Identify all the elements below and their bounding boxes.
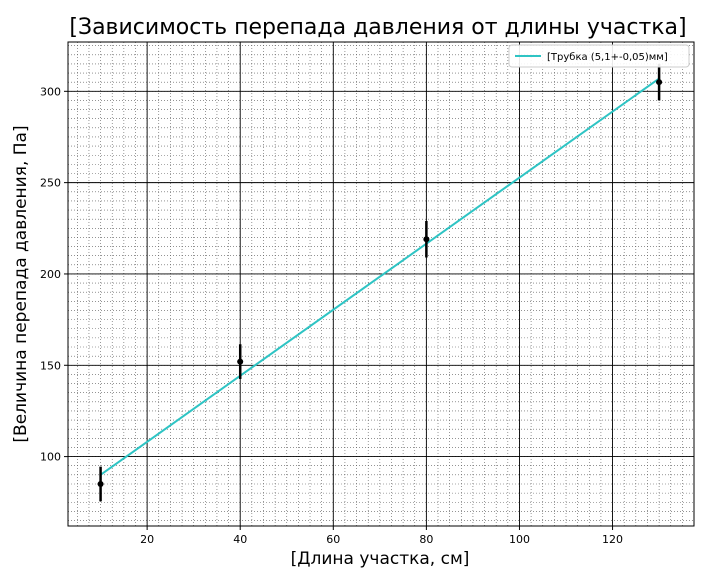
x-tick-label: 100 (509, 533, 530, 546)
data-point-group (97, 466, 104, 502)
x-tick-label: 60 (326, 533, 340, 546)
x-tick-label: 80 (419, 533, 433, 546)
x-axis-ticks: 20 40 60 80 100 120 (140, 526, 623, 546)
series-layer (100, 77, 660, 476)
legend: [Трубка (5,1+-0,05)мм] (508, 44, 690, 68)
y-tick-label: 100 (40, 451, 61, 464)
chart-title: [Зависимость перепада давления от длины … (69, 15, 686, 40)
data-point-group (237, 344, 244, 379)
minor-grid (68, 42, 695, 526)
y-tick-label: 200 (40, 268, 61, 281)
legend-label: [Трубка (5,1+-0,05)мм] (547, 52, 668, 63)
plot-frame (67, 41, 695, 527)
data-point-group (423, 220, 430, 258)
data-point (237, 358, 244, 365)
x-tick-label: 120 (602, 533, 623, 546)
points-layer (97, 63, 663, 502)
series-line (100, 77, 660, 476)
legend-box (508, 44, 690, 68)
y-axis-label: [Величина перепада давления, Па] (11, 125, 31, 442)
x-tick-label: 40 (233, 533, 247, 546)
data-point-group (656, 63, 663, 101)
y-tick-label: 300 (40, 85, 61, 98)
x-axis-label: [Длина участка, см] (291, 549, 470, 569)
data-point (656, 79, 663, 86)
y-axis-ticks: 100 150 200 250 300 (40, 85, 68, 464)
y-tick-label: 150 (40, 359, 61, 372)
major-grid (68, 42, 694, 526)
data-point (423, 236, 430, 243)
x-tick-label: 20 (140, 533, 154, 546)
data-point (97, 480, 104, 487)
y-tick-label: 250 (40, 177, 61, 190)
